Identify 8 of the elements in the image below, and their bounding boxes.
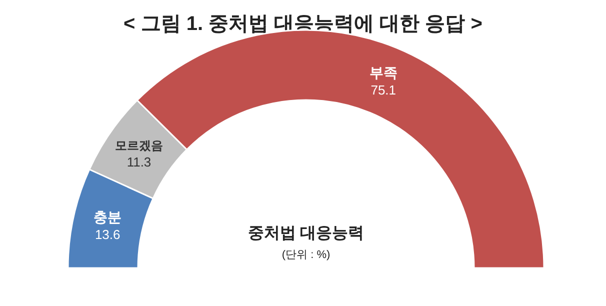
slice-label: 모르겠음 bbox=[115, 138, 164, 153]
slice-label: 충분 bbox=[94, 208, 122, 225]
text: (단위 : %) bbox=[282, 249, 330, 261]
data-label: 13.6 bbox=[94, 226, 120, 242]
text: 중처법 대응능력 bbox=[248, 225, 364, 242]
slice-label: 부족 bbox=[369, 64, 398, 80]
data-label: 11.3 bbox=[126, 154, 152, 170]
data-label: 75.1 bbox=[370, 82, 396, 98]
